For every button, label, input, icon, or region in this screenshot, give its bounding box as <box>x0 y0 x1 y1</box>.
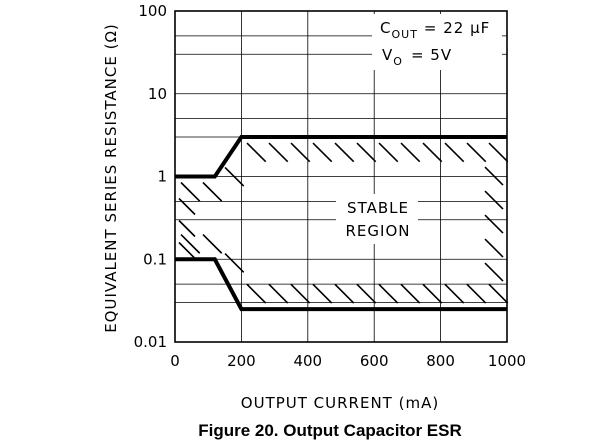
hatch-mark-lower <box>180 233 201 254</box>
hatch-mark-upper <box>356 142 377 163</box>
figure-caption: Figure 20. Output Capacitor ESR <box>198 421 462 440</box>
hatch-mark-right <box>484 190 504 210</box>
hatch-mark-upper <box>224 166 245 187</box>
hatch-mark-upper <box>268 142 289 163</box>
cout-value: = 22 µF <box>424 19 490 37</box>
hatch-mark-upper <box>378 142 399 163</box>
hatch-mark-upper <box>246 142 267 163</box>
boundary-line-2 <box>175 257 507 312</box>
hatch-mark-upper <box>334 142 355 163</box>
boundary-line-1 <box>175 135 507 179</box>
x-tick-label: 400 <box>293 352 322 370</box>
cout-symbol: C <box>380 19 391 37</box>
vo-subscript: O <box>393 55 403 68</box>
series-lines <box>175 135 507 312</box>
stable-region-label-line1: STABLE <box>347 199 409 217</box>
cout-annotation: COUT = 22 µF <box>380 19 490 41</box>
hatch-mark-lower <box>246 283 267 304</box>
hatch-mark-lower <box>334 283 355 304</box>
y-axis-title: EQUIVALENT SERIES RESISTANCE (Ω) <box>102 23 120 333</box>
vo-symbol: V <box>382 46 393 64</box>
hatch-mark-upper <box>290 142 311 163</box>
hatch-mark-lower <box>290 283 311 304</box>
hatch-mark-lower <box>268 283 289 304</box>
x-tick-label: 600 <box>360 352 389 370</box>
annotation-background <box>372 14 502 70</box>
hatch-mark-right <box>484 238 504 258</box>
hatch-mark-upper <box>444 142 465 163</box>
hatch-mark-left <box>178 241 196 260</box>
hatch-mark-upper <box>202 181 223 202</box>
y-tick-label: 10 <box>148 85 167 103</box>
hatch-mark-right <box>484 262 504 282</box>
hatch-mark-lower <box>444 283 465 304</box>
cout-subscript: OUT <box>391 28 417 41</box>
region-label-background <box>336 194 418 244</box>
hatch-mark-lower <box>378 283 399 304</box>
x-tick-label: 1000 <box>488 352 526 370</box>
vo-annotation: VO = 5V <box>382 46 452 68</box>
hatch-mark-lower <box>312 283 333 304</box>
y-tick-label: 0.1 <box>143 250 167 268</box>
hatch-mark-upper <box>422 142 443 163</box>
y-tick-label: 1 <box>157 168 167 186</box>
x-tick-label: 0 <box>170 352 180 370</box>
hatch-mark-left <box>178 197 196 216</box>
hatch-mark-lower <box>202 233 223 254</box>
y-tick-label: 0.01 <box>134 333 167 351</box>
hatch-mark-lower <box>466 283 487 304</box>
hatch-mark-lower <box>400 283 421 304</box>
hatch-mark-upper <box>400 142 421 163</box>
hatch-mark-lower <box>488 283 509 304</box>
hatch-mark-lower <box>356 283 377 304</box>
x-tick-label: 200 <box>227 352 256 370</box>
x-tick-label: 800 <box>426 352 455 370</box>
hatch-mark-left <box>178 219 196 238</box>
hatch-mark-lower <box>224 253 245 273</box>
hatch-mark-upper <box>466 142 487 163</box>
y-tick-label: 100 <box>138 2 167 20</box>
stable-region-label-line2: REGION <box>346 222 411 240</box>
hatch-mark-upper <box>488 142 509 163</box>
vo-value: = 5V <box>411 46 452 64</box>
hatch-mark-lower <box>422 283 443 304</box>
y-tick-labels: 0.01 0.1 1 10 100 <box>134 2 167 351</box>
hatch-mark-upper <box>180 181 201 202</box>
x-axis-title: OUTPUT CURRENT (mA) <box>241 394 439 412</box>
hatch-marks <box>178 142 509 304</box>
hatch-mark-right <box>484 214 504 234</box>
hatch-mark-upper <box>312 142 333 163</box>
x-tick-labels: 0 200 400 600 800 1000 <box>170 352 526 370</box>
hatch-mark-right <box>484 166 504 186</box>
